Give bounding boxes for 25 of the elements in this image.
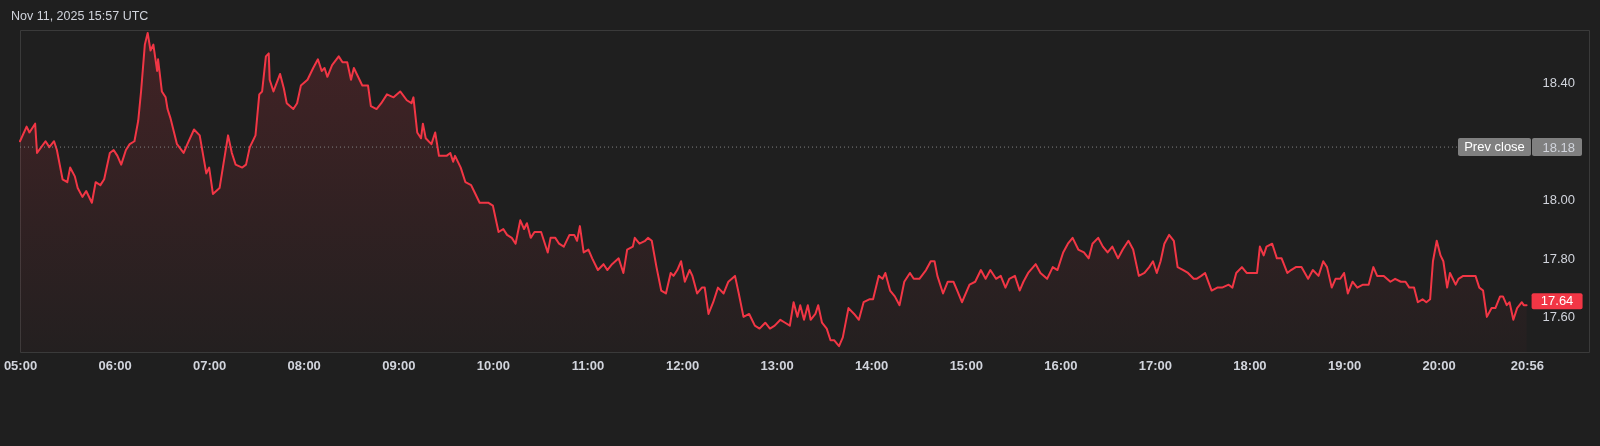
x-tick-label: 05:00 xyxy=(3,357,38,373)
y-tick-label: 18.00 xyxy=(1542,192,1576,208)
y-tick-label: 18.18 xyxy=(1542,139,1576,155)
x-tick-label: 18:00 xyxy=(1233,357,1267,373)
x-tick-label: 09:00 xyxy=(382,357,416,373)
x-tick-label: 17:00 xyxy=(1138,357,1173,373)
x-tick-label: 07:00 xyxy=(193,357,227,373)
x-tick-label: 20:56 xyxy=(1510,357,1545,373)
x-tick-label: 13:00 xyxy=(760,357,794,373)
y-tick-label: 18.40 xyxy=(1542,75,1576,91)
ref-line-label: Prev close xyxy=(1464,139,1525,155)
x-tick-label: 12:00 xyxy=(665,357,700,373)
x-tick-label: 08:00 xyxy=(287,357,321,373)
x-tick-label: 20:00 xyxy=(1422,357,1456,373)
text: Nov 11, 2025 15:57 UTC xyxy=(11,9,149,23)
x-tick-label: 15:00 xyxy=(949,357,983,373)
y-tick-label: 17.60 xyxy=(1542,309,1576,325)
x-tick-label: 11:00 xyxy=(571,357,605,373)
x-tick-label: 14:00 xyxy=(855,357,889,373)
x-tick-label: 16:00 xyxy=(1044,357,1078,373)
x-tick-label: 19:00 xyxy=(1327,357,1362,373)
x-tick-label: 06:00 xyxy=(98,357,132,373)
annotation: 17.64 xyxy=(1540,293,1574,309)
y-tick-label: 17.80 xyxy=(1542,250,1576,266)
x-tick-label: 10:00 xyxy=(476,357,510,373)
